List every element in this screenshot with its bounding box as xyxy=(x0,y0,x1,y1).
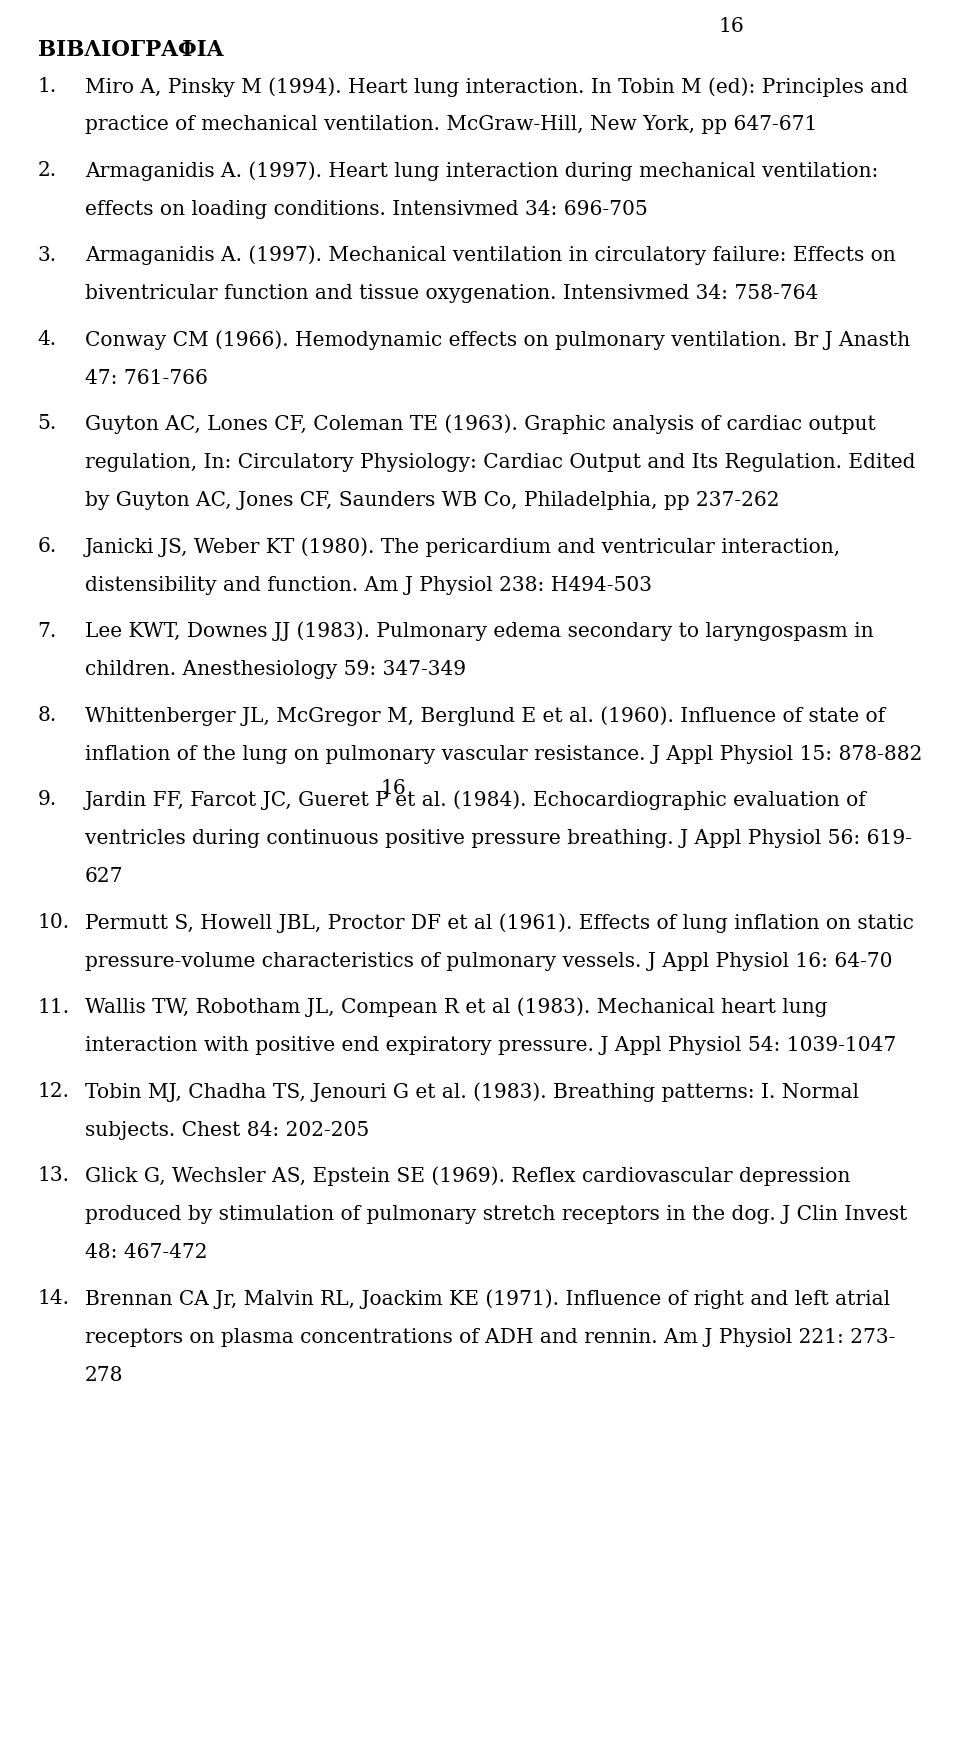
Text: ventricles during continuous positive pressure breathing. J Appl Physiol 56: 619: ventricles during continuous positive pr… xyxy=(84,829,912,847)
Text: regulation, In: Circulatory Physiology: Cardiac Output and Its Regulation. Edite: regulation, In: Circulatory Physiology: … xyxy=(84,453,916,472)
Text: Tobin MJ, Chadha TS, Jenouri G et al. (1983). Breathing patterns: I. Normal: Tobin MJ, Chadha TS, Jenouri G et al. (1… xyxy=(84,1081,859,1102)
Text: subjects. Chest 84: 202-205: subjects. Chest 84: 202-205 xyxy=(84,1120,370,1139)
Text: children. Anesthesiology 59: 347-349: children. Anesthesiology 59: 347-349 xyxy=(84,660,466,680)
Text: 278: 278 xyxy=(84,1367,124,1386)
Text: Whittenberger JL, McGregor M, Berglund E et al. (1960). Influence of state of: Whittenberger JL, McGregor M, Berglund E… xyxy=(84,706,885,726)
Text: Permutt S, Howell JBL, Proctor DF et al (1961). Effects of lung inflation on sta: Permutt S, Howell JBL, Proctor DF et al … xyxy=(84,914,914,933)
Text: 16: 16 xyxy=(718,18,744,35)
Text: distensibility and function. Am J Physiol 238: H494-503: distensibility and function. Am J Physio… xyxy=(84,576,652,595)
Text: effects on loading conditions. Intensivmed 34: 696-705: effects on loading conditions. Intensivm… xyxy=(84,199,648,218)
Text: 1.: 1. xyxy=(37,77,57,95)
Text: Armaganidis A. (1997). Heart lung interaction during mechanical ventilation:: Armaganidis A. (1997). Heart lung intera… xyxy=(84,162,878,181)
Text: 11.: 11. xyxy=(37,998,70,1016)
Text: interaction with positive end expiratory pressure. J Appl Physiol 54: 1039-1047: interaction with positive end expiratory… xyxy=(84,1035,897,1055)
Text: 47: 761-766: 47: 761-766 xyxy=(84,368,207,387)
Text: Lee KWT, Downes JJ (1983). Pulmonary edema secondary to laryngospasm in: Lee KWT, Downes JJ (1983). Pulmonary ede… xyxy=(84,622,874,641)
Text: 3.: 3. xyxy=(37,245,57,264)
Text: 5.: 5. xyxy=(37,414,57,433)
Text: Armaganidis A. (1997). Mechanical ventilation in circulatory failure: Effects on: Armaganidis A. (1997). Mechanical ventil… xyxy=(84,245,896,266)
Text: Glick G, Wechsler AS, Epstein SE (1969). Reflex cardiovascular depression: Glick G, Wechsler AS, Epstein SE (1969).… xyxy=(84,1166,851,1185)
Text: 2.: 2. xyxy=(37,162,57,180)
Text: 12.: 12. xyxy=(37,1081,70,1101)
Text: 13.: 13. xyxy=(37,1166,70,1185)
Text: pressure-volume characteristics of pulmonary vessels. J Appl Physiol 16: 64-70: pressure-volume characteristics of pulmo… xyxy=(84,951,893,970)
Text: practice of mechanical ventilation. McGraw-Hill, New York, pp 647-671: practice of mechanical ventilation. McGr… xyxy=(84,116,817,134)
Text: Wallis TW, Robotham JL, Compean R et al (1983). Mechanical heart lung: Wallis TW, Robotham JL, Compean R et al … xyxy=(84,998,828,1018)
Text: Miro A, Pinsky M (1994). Heart lung interaction. In Tobin M (ed): Principles and: Miro A, Pinsky M (1994). Heart lung inte… xyxy=(84,77,908,97)
Text: Brennan CA Jr, Malvin RL, Joackim KE (1971). Influence of right and left atrial: Brennan CA Jr, Malvin RL, Joackim KE (19… xyxy=(84,1289,890,1308)
Text: 14.: 14. xyxy=(37,1289,70,1308)
Text: Jardin FF, Farcot JC, Gueret P et al. (1984). Echocardiographic evaluation of: Jardin FF, Farcot JC, Gueret P et al. (1… xyxy=(84,791,867,810)
Text: 4.: 4. xyxy=(37,329,57,349)
Text: receptors on plasma concentrations of ADH and rennin. Am J Physiol 221: 273-: receptors on plasma concentrations of AD… xyxy=(84,1328,896,1347)
Text: Conway CM (1966). Hemodynamic effects on pulmonary ventilation. Br J Anasth: Conway CM (1966). Hemodynamic effects on… xyxy=(84,329,910,350)
Text: Guyton AC, Lones CF, Coleman TE (1963). Graphic analysis of cardiac output: Guyton AC, Lones CF, Coleman TE (1963). … xyxy=(84,414,876,433)
Text: 8.: 8. xyxy=(37,706,57,726)
Text: 16: 16 xyxy=(380,780,406,798)
Text: 10.: 10. xyxy=(37,914,70,932)
Text: produced by stimulation of pulmonary stretch receptors in the dog. J Clin Invest: produced by stimulation of pulmonary str… xyxy=(84,1205,907,1224)
Text: ΒΙΒΛΙΟΓΡΑΦΙΑ: ΒΙΒΛΙΟΓΡΑΦΙΑ xyxy=(37,39,224,62)
Text: by Guyton AC, Jones CF, Saunders WB Co, Philadelphia, pp 237-262: by Guyton AC, Jones CF, Saunders WB Co, … xyxy=(84,491,780,511)
Text: 6.: 6. xyxy=(37,537,57,556)
Text: inflation of the lung on pulmonary vascular resistance. J Appl Physiol 15: 878-8: inflation of the lung on pulmonary vascu… xyxy=(84,745,923,764)
Text: 627: 627 xyxy=(84,868,124,886)
Text: biventricular function and tissue oxygenation. Intensivmed 34: 758-764: biventricular function and tissue oxygen… xyxy=(84,284,818,303)
Text: 9.: 9. xyxy=(37,791,57,810)
Text: 48: 467-472: 48: 467-472 xyxy=(84,1243,207,1263)
Text: Janicki JS, Weber KT (1980). The pericardium and ventricular interaction,: Janicki JS, Weber KT (1980). The pericar… xyxy=(84,537,841,556)
Text: 7.: 7. xyxy=(37,622,57,641)
